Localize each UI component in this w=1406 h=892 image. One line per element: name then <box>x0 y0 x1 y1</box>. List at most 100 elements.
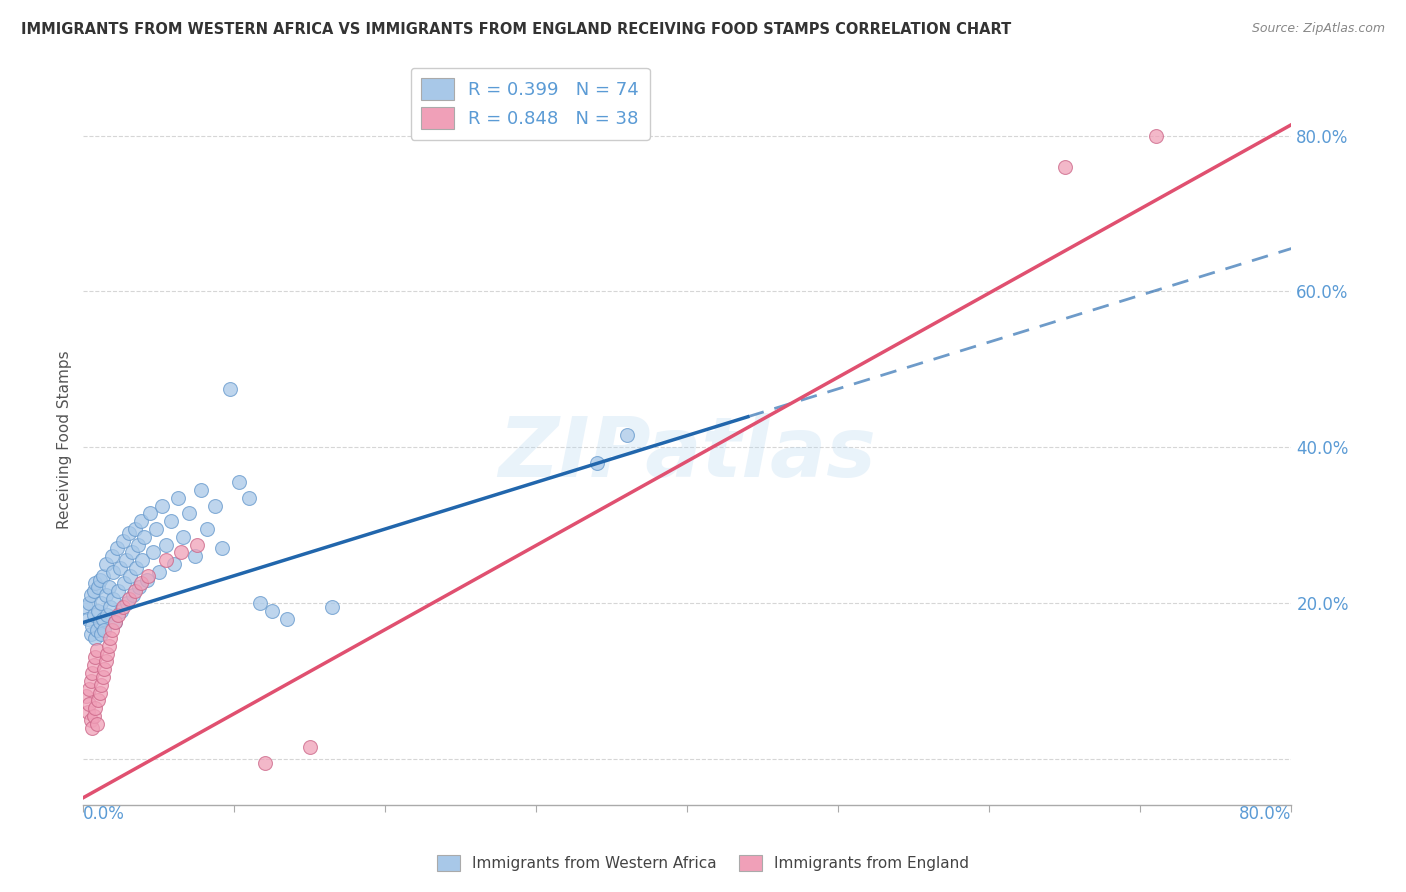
Point <box>103 565 125 579</box>
Point <box>148 565 170 579</box>
Point <box>80 713 103 727</box>
Point <box>253 756 276 770</box>
Point <box>117 592 139 607</box>
Point <box>82 619 104 633</box>
Point <box>79 697 101 711</box>
Point <box>84 576 107 591</box>
Point <box>82 721 104 735</box>
Point <box>104 615 127 630</box>
Point <box>128 580 150 594</box>
Text: IMMIGRANTS FROM WESTERN AFRICA VS IMMIGRANTS FROM ENGLAND RECEIVING FOOD STAMPS : IMMIGRANTS FROM WESTERN AFRICA VS IMMIGR… <box>21 22 1011 37</box>
Point <box>131 553 153 567</box>
Point <box>87 693 110 707</box>
Point <box>249 596 271 610</box>
Point <box>585 456 607 470</box>
Point <box>84 631 107 645</box>
Point <box>91 670 114 684</box>
Point <box>122 588 145 602</box>
Text: ZIPatlas: ZIPatlas <box>499 414 876 494</box>
Point <box>142 545 165 559</box>
Point <box>155 553 177 567</box>
Point <box>86 624 108 638</box>
Point <box>129 514 152 528</box>
Point <box>172 530 194 544</box>
Point <box>186 537 208 551</box>
Point <box>136 568 159 582</box>
Point <box>124 522 146 536</box>
Text: 80.0%: 80.0% <box>1239 805 1292 823</box>
Point <box>86 716 108 731</box>
Point <box>105 541 128 556</box>
Point <box>84 650 107 665</box>
Point <box>89 573 111 587</box>
Point <box>107 584 129 599</box>
Point <box>127 537 149 551</box>
Point <box>163 557 186 571</box>
Point <box>96 607 118 622</box>
Point <box>139 507 162 521</box>
Legend: Immigrants from Western Africa, Immigrants from England: Immigrants from Western Africa, Immigran… <box>430 849 976 877</box>
Point <box>167 491 190 505</box>
Point <box>321 599 343 614</box>
Point <box>75 599 97 614</box>
Point <box>90 627 112 641</box>
Point <box>83 607 105 622</box>
Point <box>121 545 143 559</box>
Point <box>80 588 103 602</box>
Point <box>107 607 129 622</box>
Point <box>94 588 117 602</box>
Point <box>117 525 139 540</box>
Point <box>145 522 167 536</box>
Point <box>1053 160 1076 174</box>
Point <box>86 642 108 657</box>
Point <box>79 681 101 696</box>
Point <box>111 599 134 614</box>
Point <box>104 615 127 630</box>
Point <box>1144 128 1167 143</box>
Point <box>150 499 173 513</box>
Point <box>97 639 120 653</box>
Point <box>100 631 122 645</box>
Point <box>91 611 114 625</box>
Text: 0.0%: 0.0% <box>83 805 125 823</box>
Point <box>82 666 104 681</box>
Point <box>160 514 183 528</box>
Point <box>80 627 103 641</box>
Point <box>129 576 152 591</box>
Point <box>79 596 101 610</box>
Point <box>218 382 240 396</box>
Point <box>83 658 105 673</box>
Point <box>91 568 114 582</box>
Point <box>190 483 212 497</box>
Point <box>204 499 226 513</box>
Point <box>228 475 250 490</box>
Point <box>155 537 177 551</box>
Point <box>97 580 120 594</box>
Point <box>211 541 233 556</box>
Point <box>94 557 117 571</box>
Point <box>103 592 125 607</box>
Point <box>93 662 115 676</box>
Text: Source: ZipAtlas.com: Source: ZipAtlas.com <box>1251 22 1385 36</box>
Point <box>298 740 321 755</box>
Point <box>94 654 117 668</box>
Point <box>87 604 110 618</box>
Legend: R = 0.399   N = 74, R = 0.848   N = 38: R = 0.399 N = 74, R = 0.848 N = 38 <box>411 68 650 140</box>
Y-axis label: Receiving Food Stamps: Receiving Food Stamps <box>58 350 72 529</box>
Point <box>170 545 193 559</box>
Point <box>114 553 136 567</box>
Point <box>120 568 142 582</box>
Point <box>184 549 207 564</box>
Point <box>76 611 98 625</box>
Point <box>124 584 146 599</box>
Point <box>90 678 112 692</box>
Point <box>616 428 638 442</box>
Point <box>76 705 98 719</box>
Point <box>83 584 105 599</box>
Point <box>100 599 122 614</box>
Point <box>177 507 200 521</box>
Point <box>96 647 118 661</box>
Point <box>80 673 103 688</box>
Point <box>276 611 298 625</box>
Point <box>89 615 111 630</box>
